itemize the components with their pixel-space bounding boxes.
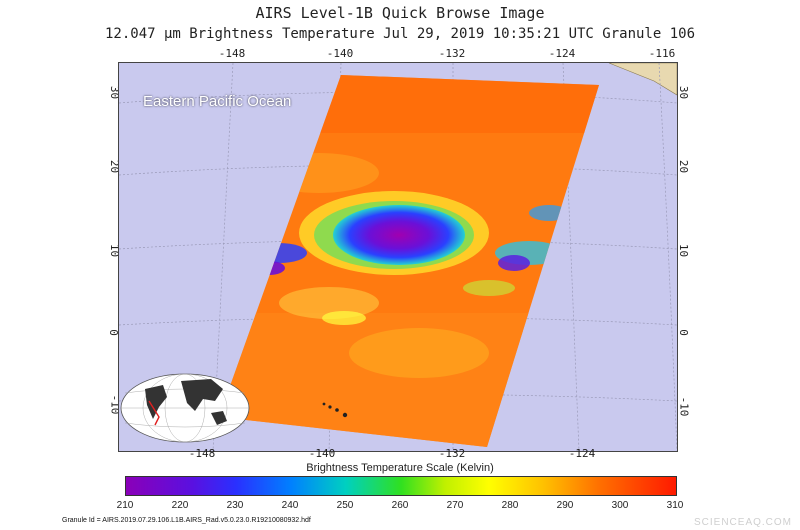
lon-tick-top: -132 bbox=[438, 47, 466, 60]
coastline-land bbox=[608, 63, 677, 96]
region-label: Eastern Pacific Ocean bbox=[143, 93, 292, 110]
colorbar bbox=[125, 476, 677, 496]
colorbar-tick: 270 bbox=[446, 500, 464, 511]
colorbar-tick: 220 bbox=[171, 500, 189, 511]
colorbar-tick: 300 bbox=[611, 500, 629, 511]
map-panel: Eastern Pacific Ocean bbox=[118, 62, 678, 452]
granule-id: Granule Id = AIRS.2019.07.29.106.L1B.AIR… bbox=[62, 517, 311, 524]
lon-tick-top: -140 bbox=[326, 47, 354, 60]
colorbar-tick: 310 bbox=[666, 500, 684, 511]
globe-inset bbox=[120, 373, 250, 443]
lon-tick-bottom: -132 bbox=[438, 447, 466, 460]
lon-tick-bottom: -140 bbox=[308, 447, 336, 460]
lon-tick-top: -116 bbox=[648, 47, 676, 60]
colorbar-tick: 290 bbox=[556, 500, 574, 511]
image-subtitle: 12.047 μm Brightness Temperature Jul 29,… bbox=[104, 26, 695, 42]
lat-tick-right: 0 bbox=[676, 329, 690, 336]
image-title: AIRS Level-1B Quick Browse Image bbox=[255, 4, 545, 22]
colorbar-tick: 250 bbox=[336, 500, 354, 511]
colorbar-tick: 280 bbox=[501, 500, 519, 511]
colorbar-tick: 240 bbox=[281, 500, 299, 511]
lat-tick-right: -10 bbox=[677, 396, 691, 417]
brightness-temperature-map bbox=[119, 63, 677, 451]
colorbar-tick: 260 bbox=[391, 500, 409, 511]
hawaii-islands bbox=[322, 402, 348, 418]
lon-tick-bottom: -124 bbox=[568, 447, 596, 460]
lon-tick-bottom: -148 bbox=[188, 447, 216, 460]
watermark: SCIENCEAQ.COM bbox=[693, 517, 792, 528]
colorbar-tick: 230 bbox=[226, 500, 244, 511]
lat-tick-right: 20 bbox=[677, 159, 691, 174]
colorbar-tick: 210 bbox=[116, 500, 134, 511]
lat-tick-right: 10 bbox=[677, 243, 691, 258]
lon-tick-top: -124 bbox=[548, 47, 576, 60]
lat-tick-right: 30 bbox=[677, 85, 691, 100]
colorbar-label: Brightness Temperature Scale (Kelvin) bbox=[306, 462, 494, 474]
lon-tick-top: -148 bbox=[218, 47, 246, 60]
